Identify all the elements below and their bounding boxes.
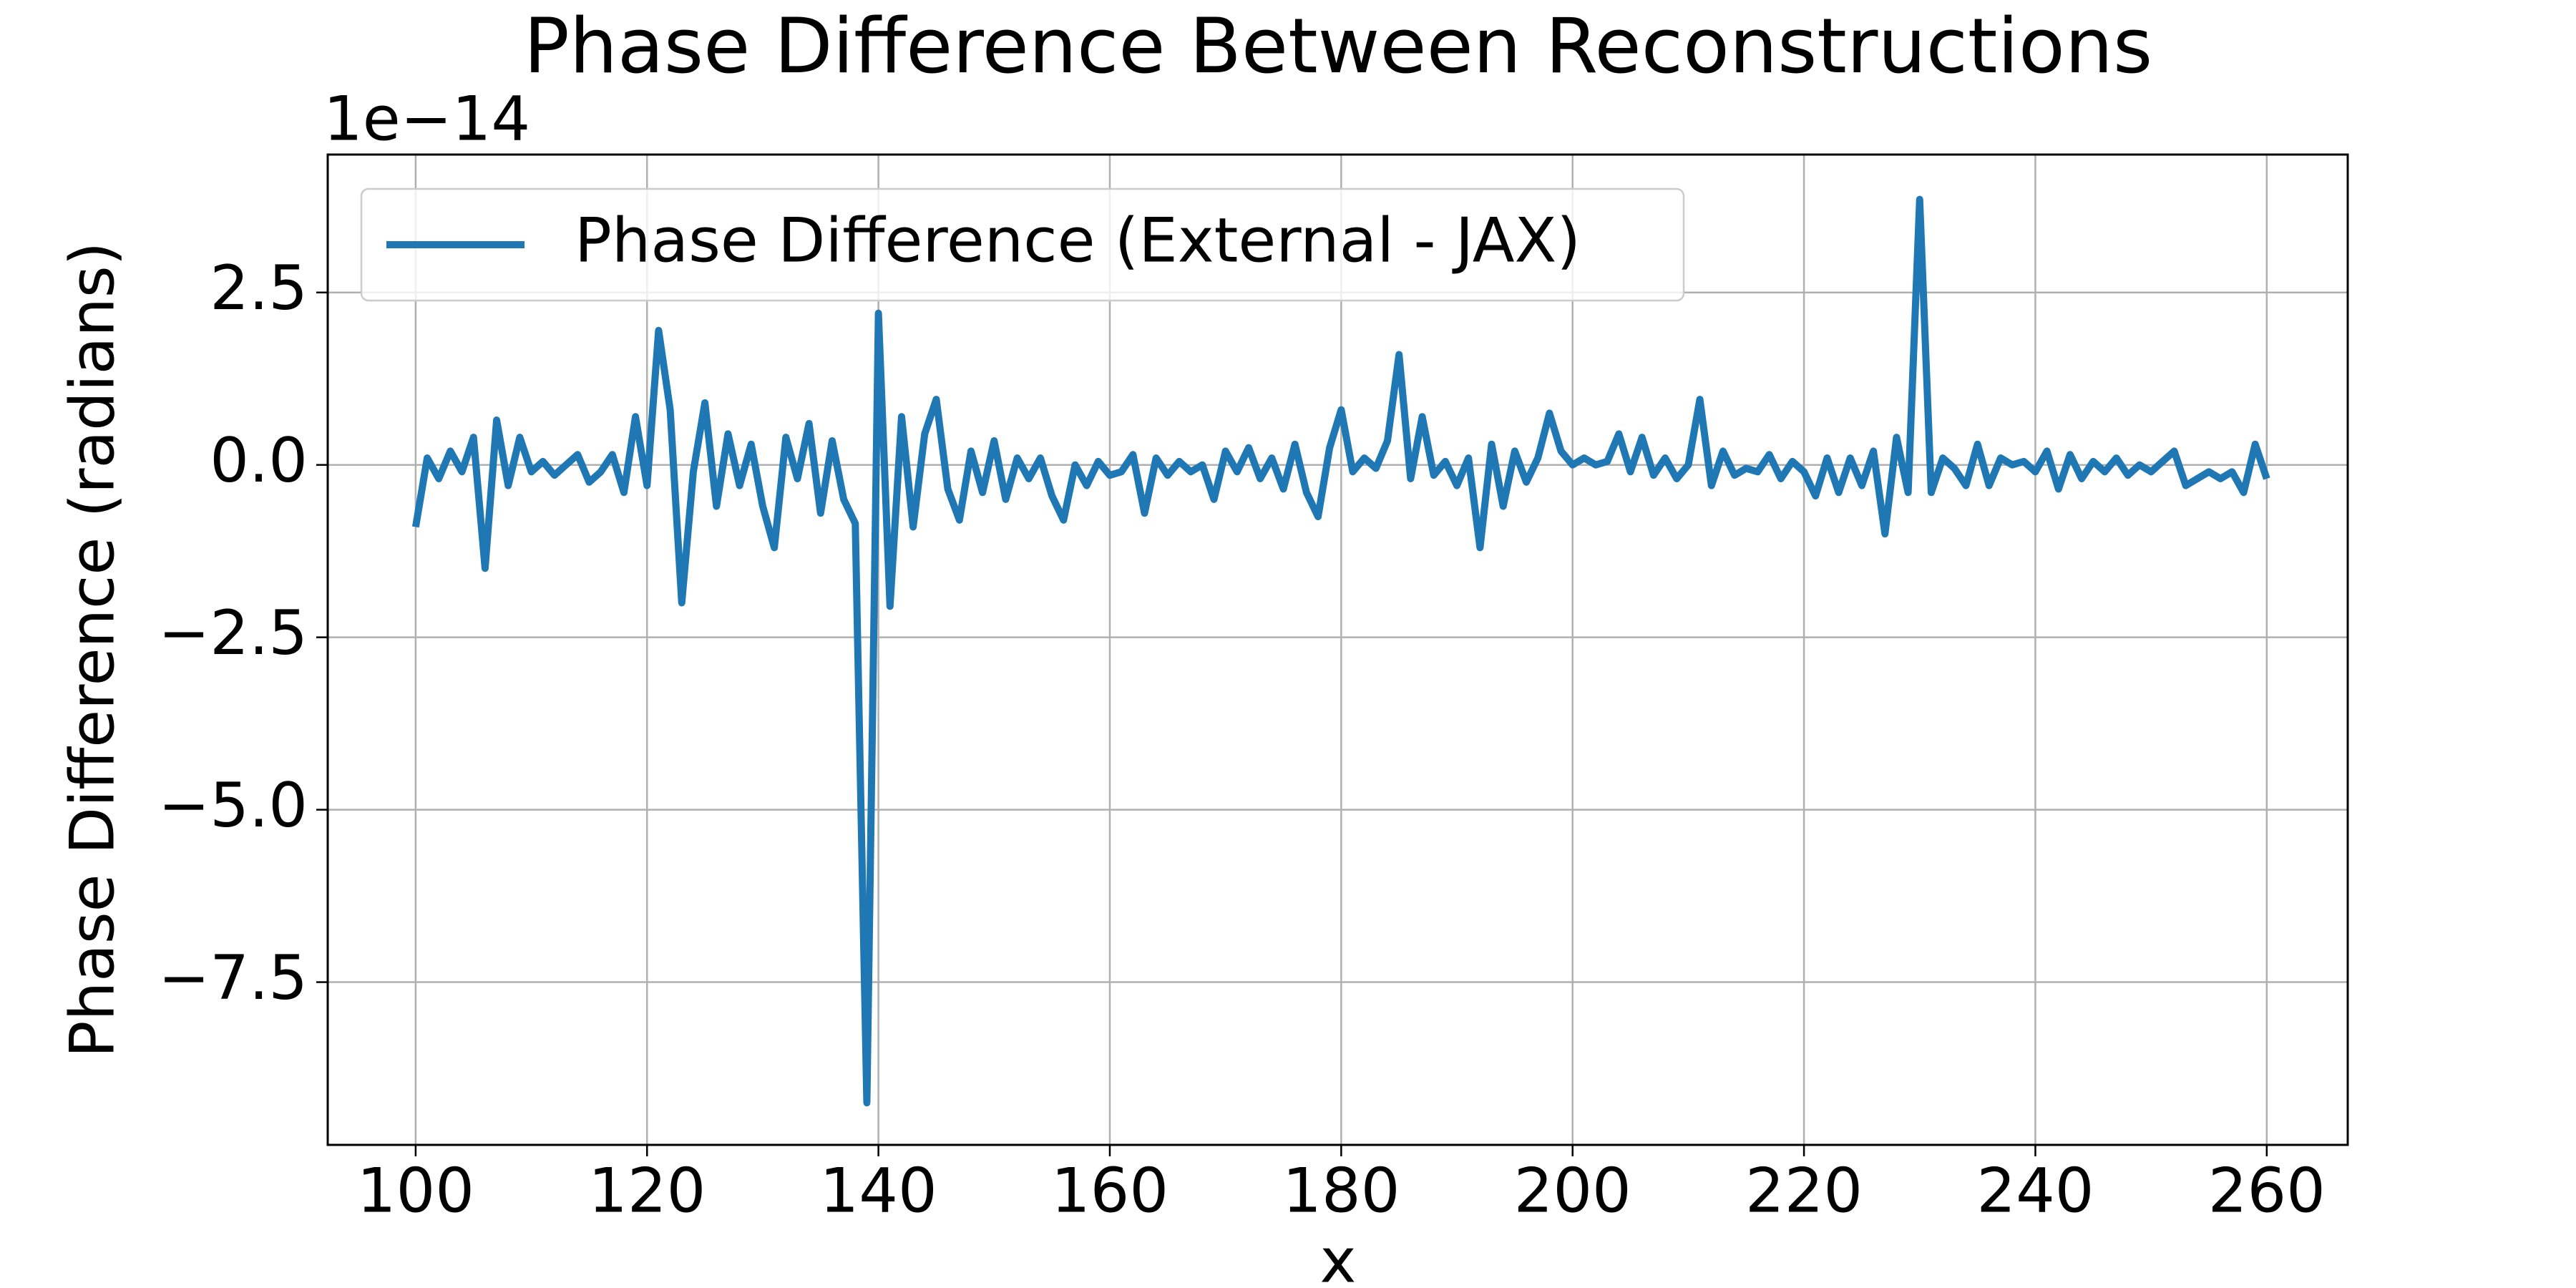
offset-label: 1e−14 bbox=[323, 83, 530, 155]
x-tick-label: 220 bbox=[1745, 1155, 1863, 1226]
x-tick-label: 180 bbox=[1282, 1155, 1400, 1226]
y-tick-label: −2.5 bbox=[158, 597, 308, 669]
x-axis-label: x bbox=[1320, 1225, 1357, 1288]
chart-title: Phase Difference Between Reconstructions bbox=[524, 2, 2152, 90]
x-tick-label: 120 bbox=[588, 1155, 706, 1226]
x-tick-label: 140 bbox=[820, 1155, 937, 1226]
x-tick-label: 240 bbox=[1976, 1155, 2094, 1226]
y-axis-label: Phase Difference (radians) bbox=[57, 242, 128, 1058]
plot-frame bbox=[326, 153, 2349, 1146]
x-tick-label: 260 bbox=[2208, 1155, 2326, 1226]
x-tick-label: 200 bbox=[1514, 1155, 1631, 1226]
x-tick-label: 100 bbox=[357, 1155, 474, 1226]
y-tick-label: 0.0 bbox=[210, 425, 308, 497]
x-tick-label: 160 bbox=[1051, 1155, 1169, 1226]
legend-box bbox=[360, 187, 1685, 302]
y-tick-label: −7.5 bbox=[158, 942, 308, 1014]
y-tick-label: −5.0 bbox=[158, 770, 308, 841]
legend-label: Phase Difference (External - JAX) bbox=[575, 205, 1581, 276]
y-tick-label: 2.5 bbox=[210, 253, 308, 324]
data-line bbox=[411, 195, 2270, 1107]
